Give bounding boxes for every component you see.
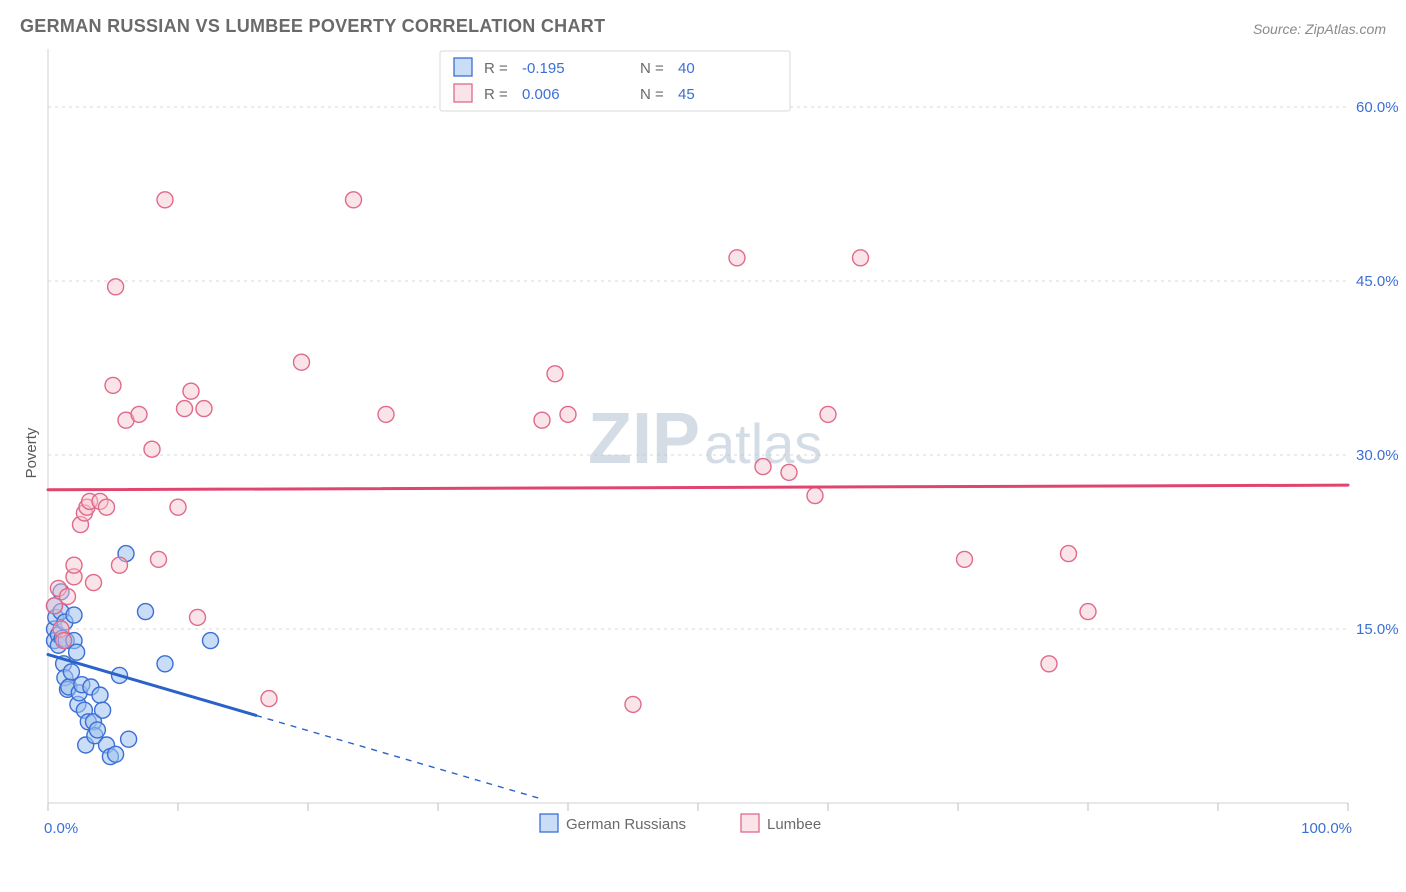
german_russians-point [92,687,108,703]
x-min-label: 0.0% [44,820,78,837]
lumbee-point [99,499,115,515]
lumbee-point [131,406,147,422]
lumbee-point [534,412,550,428]
lumbee-point [108,279,124,295]
legend-swatch [454,58,472,76]
chart-area: Poverty 15.0%30.0%45.0%60.0%0.0%100.0%ZI… [0,43,1406,863]
chart-source: Source: ZipAtlas.com [1253,21,1386,37]
lumbee-point [183,383,199,399]
lumbee-point [547,366,563,382]
lumbee-trendline [48,485,1348,490]
lumbee-point [807,488,823,504]
lumbee-point [853,250,869,266]
lumbee-point [177,401,193,417]
series-label: German Russians [566,816,686,833]
lumbee-point [60,589,76,605]
lumbee-point [1041,656,1057,672]
series-swatch [540,814,558,832]
lumbee-point [196,401,212,417]
german_russians-trendline-dash [256,715,542,799]
source-label: Source: [1253,21,1305,37]
lumbee-point [346,192,362,208]
german_russians-point [138,604,154,620]
legend-n-label: N = [640,86,664,103]
legend-r-label: R = [484,60,508,77]
lumbee-point [56,633,72,649]
legend-r-value: -0.195 [522,60,565,77]
lumbee-point [157,192,173,208]
german_russians-point [203,633,219,649]
german_russians-point [95,702,111,718]
lumbee-point [755,459,771,475]
legend-n-value: 45 [678,86,695,103]
y-tick-label: 60.0% [1356,99,1399,116]
x-max-label: 100.0% [1301,820,1352,837]
source-name: ZipAtlas.com [1305,21,1386,37]
lumbee-point [144,441,160,457]
german_russians-point [69,644,85,660]
lumbee-point [86,575,102,591]
series-label: Lumbee [767,816,821,833]
lumbee-point [294,354,310,370]
y-tick-label: 45.0% [1356,273,1399,290]
legend-r-value: 0.006 [522,86,560,103]
german_russians-point [121,731,137,747]
chart-title: GERMAN RUSSIAN VS LUMBEE POVERTY CORRELA… [20,16,605,37]
lumbee-point [781,464,797,480]
y-tick-label: 30.0% [1356,447,1399,464]
chart-header: GERMAN RUSSIAN VS LUMBEE POVERTY CORRELA… [0,0,1406,43]
legend-r-label: R = [484,86,508,103]
lumbee-point [729,250,745,266]
lumbee-point [261,691,277,707]
legend-swatch [454,84,472,102]
lumbee-point [1080,604,1096,620]
german_russians-point [108,746,124,762]
lumbee-point [170,499,186,515]
lumbee-point [625,696,641,712]
lumbee-point [190,609,206,625]
lumbee-point [560,406,576,422]
lumbee-point [112,557,128,573]
german_russians-point [157,656,173,672]
lumbee-point [957,551,973,567]
lumbee-point [105,377,121,393]
legend-n-label: N = [640,60,664,77]
scatter-chart: 15.0%30.0%45.0%60.0%0.0%100.0%ZIPatlasR … [0,43,1406,863]
lumbee-point [1061,546,1077,562]
y-axis-label: Poverty [23,428,40,479]
y-tick-label: 15.0% [1356,621,1399,638]
lumbee-point [151,551,167,567]
watermark-icon: ZIP [588,399,700,479]
series-swatch [741,814,759,832]
german_russians-point [66,607,82,623]
legend-n-value: 40 [678,60,695,77]
german_russians-point [89,722,105,738]
lumbee-point [66,557,82,573]
lumbee-point [820,406,836,422]
lumbee-point [378,406,394,422]
